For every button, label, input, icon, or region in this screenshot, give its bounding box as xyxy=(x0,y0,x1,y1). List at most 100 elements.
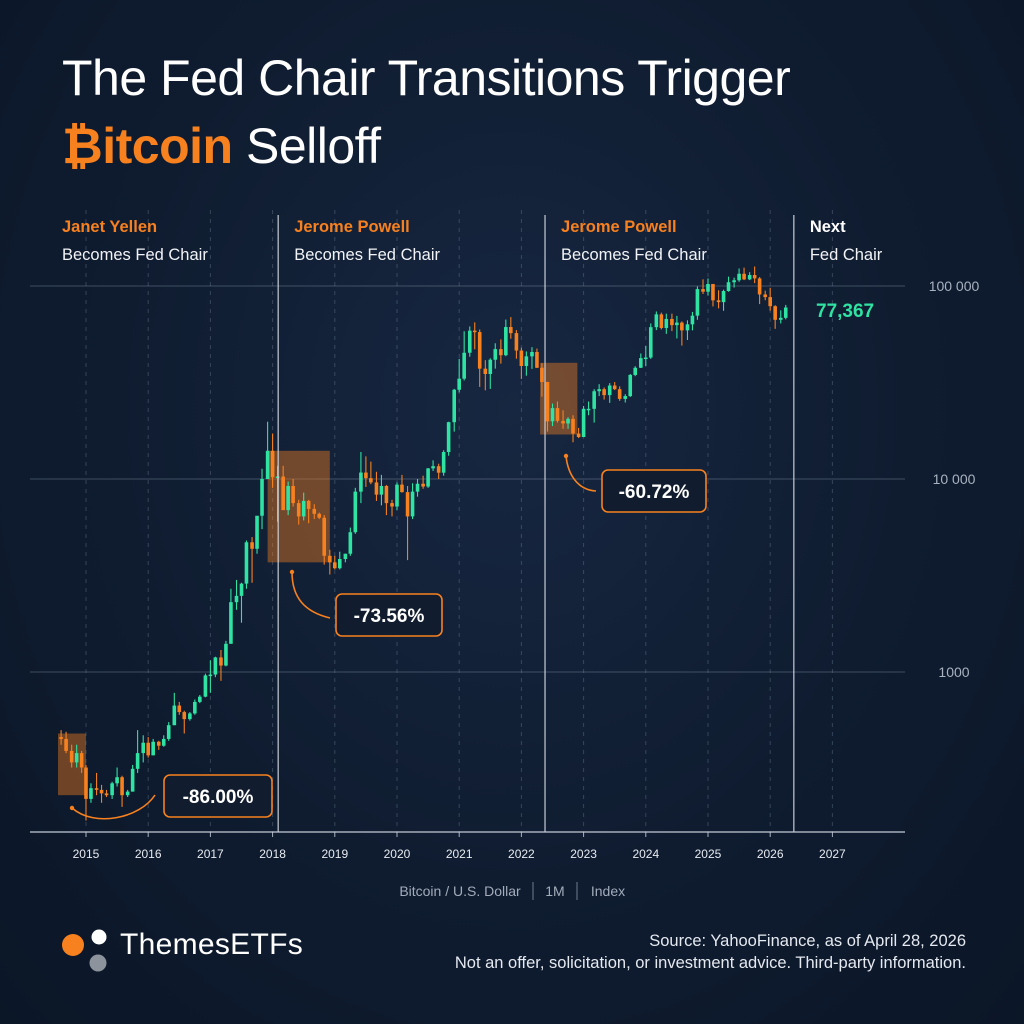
candle-body xyxy=(405,492,410,517)
x-tick-label: 2019 xyxy=(321,847,348,861)
drawdown-label: -60.72% xyxy=(619,482,690,503)
x-tick-label: 2024 xyxy=(632,847,659,861)
candle-body xyxy=(359,472,363,492)
candle-body xyxy=(778,317,783,320)
candle-body xyxy=(436,466,441,473)
event-name: Janet Yellen xyxy=(62,218,157,236)
candle-body xyxy=(104,793,109,796)
candle-body xyxy=(457,378,461,390)
brand-name: ThemesETFs xyxy=(120,928,304,961)
candle-body xyxy=(255,515,259,549)
candle-body xyxy=(384,485,389,504)
candle-body xyxy=(446,422,451,453)
candle-body xyxy=(576,433,581,438)
candle-body xyxy=(716,300,721,303)
candle-body xyxy=(530,352,534,357)
candle-body xyxy=(317,513,322,518)
annotation-arrow xyxy=(71,794,156,820)
candle-body xyxy=(706,284,710,292)
candle-body xyxy=(286,485,290,511)
drawdown-annotations: -86.00% -73.56% -60.72% xyxy=(69,453,707,820)
candle-body xyxy=(337,559,342,569)
candle-body xyxy=(721,291,726,303)
candle-body xyxy=(597,389,601,392)
drawdown-badge xyxy=(163,774,273,818)
annotation-arrow-head xyxy=(563,453,569,459)
candle-body xyxy=(493,349,498,360)
footer: Source: YahooFinance, as of April 28, 20… xyxy=(455,930,966,974)
candle-body xyxy=(224,643,228,666)
event-name: Next xyxy=(810,218,846,236)
candle-body xyxy=(675,322,679,326)
candle-body xyxy=(177,705,182,713)
candle-body xyxy=(328,555,332,563)
candle-body xyxy=(400,484,404,493)
candle-body xyxy=(306,500,311,509)
disclaimer: Not an offer, solicitation, or investmen… xyxy=(454,954,966,972)
candle-body xyxy=(146,742,150,756)
candle-body xyxy=(130,768,135,792)
candle-body xyxy=(188,713,192,720)
annotation-arrow-head xyxy=(289,569,295,575)
candle-body xyxy=(752,275,757,279)
candle-body xyxy=(701,289,705,292)
candle-body xyxy=(545,382,550,422)
title-accent-bitcoin: ₿itcoin xyxy=(62,118,233,174)
candle-body xyxy=(99,789,104,794)
symbol-info: Bitcoin / U.S. Dollar 1M Index xyxy=(399,882,625,900)
candle-body xyxy=(120,777,124,796)
candle-body xyxy=(607,385,612,396)
candle-body xyxy=(633,367,638,375)
candle-body xyxy=(747,275,752,280)
candle-body xyxy=(540,367,544,383)
candle-body xyxy=(203,675,208,697)
event-name: Jerome Powell xyxy=(294,218,410,236)
candle-body xyxy=(332,562,337,569)
candle-body xyxy=(757,278,762,295)
candle-body xyxy=(151,741,155,756)
drawdown-boxes xyxy=(58,362,578,796)
candle-body xyxy=(561,420,565,424)
candle-body xyxy=(773,306,777,320)
themesetfs-logo-icon xyxy=(62,929,107,972)
drawdown-label: -73.56% xyxy=(354,606,425,627)
candle-body xyxy=(343,553,348,560)
event-text: Becomes Fed Chair xyxy=(62,246,208,264)
candle-body xyxy=(374,482,379,495)
annotation-arrow xyxy=(565,455,597,492)
candle-body xyxy=(737,273,741,281)
candle-body xyxy=(364,472,368,479)
candle-body xyxy=(477,332,482,369)
candle-body xyxy=(125,791,130,796)
y-tick-label: 100 000 xyxy=(929,278,980,294)
candle-body xyxy=(509,327,513,334)
candle-body xyxy=(161,738,166,746)
event-text: Becomes Fed Chair xyxy=(294,246,440,264)
candle-body xyxy=(59,737,63,739)
candle-body xyxy=(555,408,560,421)
candle-body xyxy=(353,491,358,533)
candle-body xyxy=(141,742,146,754)
x-tick-label: 2023 xyxy=(570,847,597,861)
candle-body xyxy=(571,418,575,434)
candle-body xyxy=(524,356,529,367)
x-tick-label: 2021 xyxy=(446,847,473,861)
axes: 2015 2016 2017 2018 2019 2020 2021 2022 2023 2024… xyxy=(30,278,980,861)
candle-body xyxy=(291,485,295,504)
event-text: Fed Chair xyxy=(810,246,883,264)
x-tick-label: 2016 xyxy=(135,847,162,861)
candle-body xyxy=(499,349,503,356)
candle-body xyxy=(467,330,472,353)
candle-body xyxy=(115,777,119,784)
candle-body xyxy=(726,282,731,292)
candle-body xyxy=(550,408,555,422)
candle-body xyxy=(395,484,399,507)
candle-body xyxy=(415,483,420,492)
candle-body xyxy=(519,350,524,367)
candle-body xyxy=(504,327,508,356)
x-tick-label: 2020 xyxy=(384,847,411,861)
source-note: Source: YahooFinance, as of April 28, 20… xyxy=(649,932,966,950)
candles xyxy=(59,266,788,821)
candle-body xyxy=(64,738,68,751)
candle-body xyxy=(602,389,606,396)
